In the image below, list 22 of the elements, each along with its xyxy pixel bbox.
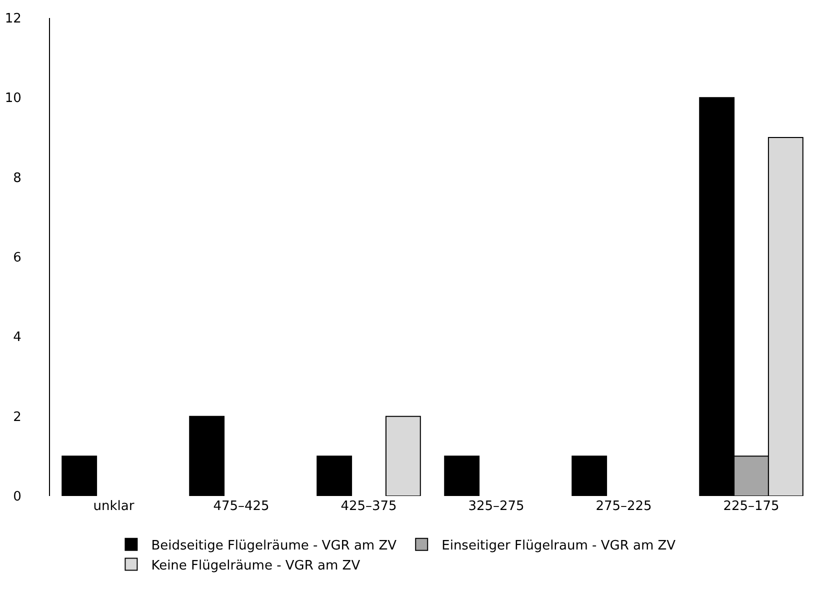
bar	[189, 416, 225, 496]
bar	[444, 456, 480, 496]
legend-label: Beidseitige Flügelräume - VGR am ZV	[151, 538, 397, 554]
y-tick-label: 0	[13, 490, 22, 505]
legend-label: Keine Flügelräume - VGR am ZV	[151, 558, 360, 574]
y-tick-label: 8	[13, 170, 22, 186]
x-tick-label: 425–375	[340, 499, 397, 514]
y-tick-label: 4	[13, 330, 22, 346]
bar	[62, 456, 98, 496]
x-tick-label: 325–275	[468, 499, 524, 514]
x-tick-label: 275–225	[596, 499, 652, 514]
y-tick-label: 6	[13, 250, 22, 266]
y-tick-label: 2	[13, 410, 22, 425]
y-tick-label: 12	[4, 12, 22, 27]
y-tick-label: 10	[4, 91, 22, 106]
x-tick-label: unklar	[93, 499, 135, 514]
bar	[572, 456, 608, 496]
bar	[316, 456, 352, 496]
x-tick-label: 475–425	[213, 499, 270, 514]
legend-label: Einseitiger Flügelraum - VGR am ZV	[442, 538, 676, 554]
x-tick-label: 225–175	[723, 499, 780, 514]
bar	[385, 416, 421, 496]
